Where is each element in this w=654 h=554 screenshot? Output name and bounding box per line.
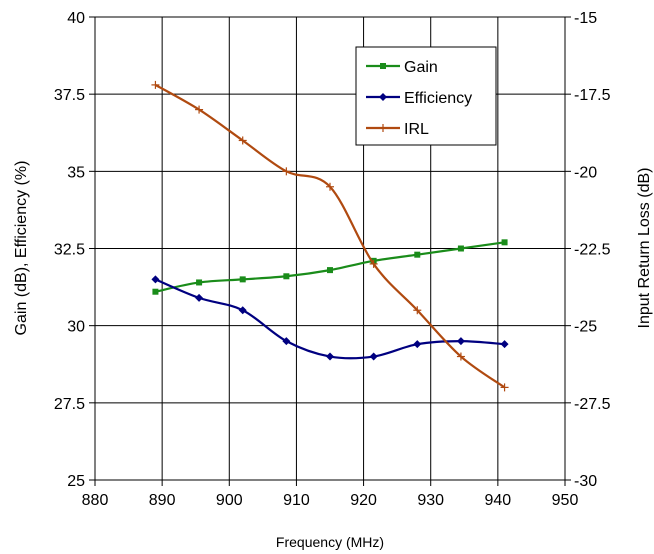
legend-label: Efficiency xyxy=(404,90,472,107)
data-point-irl xyxy=(282,167,291,176)
data-point-efficiency xyxy=(195,293,204,302)
data-point-irl xyxy=(195,105,204,114)
x-tick-label: 920 xyxy=(350,492,377,509)
series-gain xyxy=(152,239,508,295)
legend-marker xyxy=(379,124,387,132)
data-point-irl xyxy=(326,182,334,191)
data-point-efficiency xyxy=(456,337,465,346)
data-point-irl xyxy=(238,136,247,145)
right-y-tick-label: -30 xyxy=(574,473,597,490)
series-line-gain xyxy=(155,241,505,293)
x-tick-label: 910 xyxy=(283,492,310,509)
series-line-irl xyxy=(154,83,506,389)
data-point-efficiency xyxy=(369,352,378,361)
data-point-gain xyxy=(414,251,421,258)
data-point-irl xyxy=(456,352,465,361)
data-point-gain xyxy=(196,279,203,286)
series-efficiency xyxy=(151,275,509,361)
x-tick-label: 940 xyxy=(485,492,512,509)
data-point-irl xyxy=(369,259,378,268)
data-point-efficiency xyxy=(413,340,422,349)
x-axis: 880 890 900 910 920 930 940 950 xyxy=(82,480,579,509)
data-point-efficiency xyxy=(282,337,291,346)
right-y-axis: -30 -27.5 -25 -22.5 -20 -17.5 -15 xyxy=(565,10,611,490)
left-y-tick-label: 37.5 xyxy=(54,87,85,104)
x-tick-label: 950 xyxy=(552,492,579,509)
series-layer xyxy=(151,80,509,392)
right-y-tick-label: -20 xyxy=(574,164,597,181)
left-y-tick-label: 35 xyxy=(67,164,85,181)
data-point-efficiency xyxy=(238,306,247,315)
data-point-irl xyxy=(500,383,509,392)
data-point-efficiency xyxy=(500,340,509,349)
legend-items: Gain Efficiency IRL xyxy=(366,59,472,138)
right-y-tick-label: -17.5 xyxy=(574,87,611,104)
right-y-axis-title: Input Return Loss (dB) xyxy=(636,168,653,329)
x-tick-label: 900 xyxy=(216,492,243,509)
left-y-tick-label: 40 xyxy=(67,10,85,27)
legend: Gain Efficiency IRL xyxy=(355,46,497,146)
legend-marker xyxy=(379,93,387,101)
legend-item-irl: IRL xyxy=(366,121,429,138)
legend-label: Gain xyxy=(404,59,438,76)
left-y-tick-label: 32.5 xyxy=(54,242,85,259)
legend-item-gain: Gain xyxy=(366,59,438,76)
data-point-efficiency xyxy=(326,352,334,361)
data-point-gain xyxy=(152,288,159,295)
left-y-tick-label: 30 xyxy=(67,319,85,336)
series-line-efficiency xyxy=(154,278,505,360)
data-point-gain xyxy=(239,276,246,283)
series-irl xyxy=(151,80,509,392)
right-y-tick-label: -15 xyxy=(574,10,597,27)
x-axis-title: Frequency (MHz) xyxy=(276,534,384,550)
data-point-gain xyxy=(283,273,290,280)
left-y-tick-label: 27.5 xyxy=(54,396,85,413)
legend-item-efficiency: Efficiency xyxy=(366,90,472,107)
x-tick-label: 930 xyxy=(417,492,444,509)
data-point-gain xyxy=(327,267,333,274)
data-point-irl xyxy=(413,306,422,315)
data-point-efficiency xyxy=(151,275,160,284)
left-y-axis: 25 27.5 30 32.5 35 37.5 40 xyxy=(54,10,95,490)
x-tick-label: 880 xyxy=(82,492,109,509)
data-point-irl xyxy=(151,80,160,89)
legend-marker xyxy=(380,63,386,69)
right-y-tick-label: -25 xyxy=(574,319,597,336)
data-point-gain xyxy=(457,245,464,252)
x-tick-label: 890 xyxy=(149,492,176,509)
legend-label: IRL xyxy=(404,121,429,138)
left-y-axis-title: Gain (dB), Efficiency (%) xyxy=(13,161,30,336)
right-y-tick-label: -22.5 xyxy=(574,242,611,259)
right-y-tick-label: -27.5 xyxy=(574,396,611,413)
left-y-tick-label: 25 xyxy=(67,473,85,490)
data-point-gain xyxy=(501,239,508,246)
